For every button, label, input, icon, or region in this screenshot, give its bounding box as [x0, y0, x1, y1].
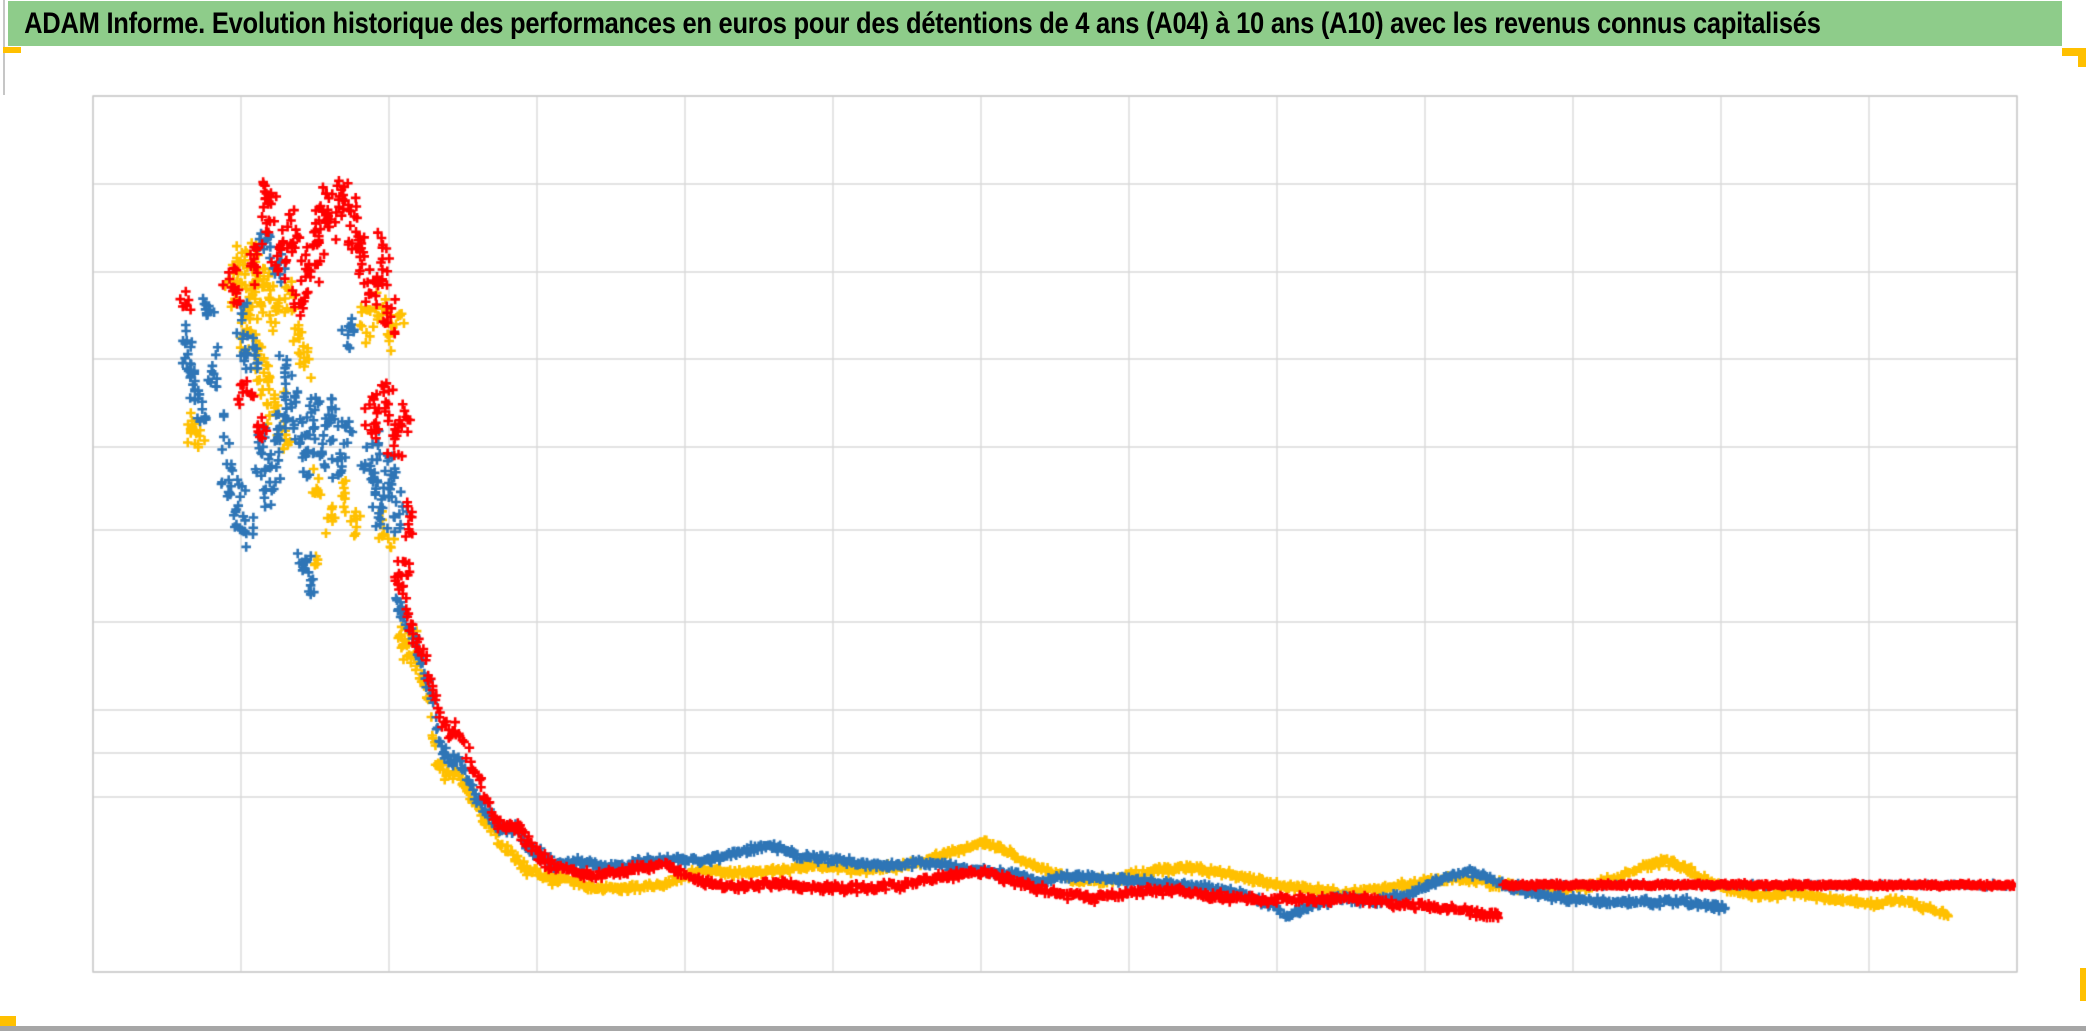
corner-mark-top-right-vertical: [2078, 48, 2086, 67]
corner-mark-bottom-left: [0, 1016, 16, 1027]
corner-mark-top-left: [3, 47, 21, 53]
corner-mark-bottom-right: [2080, 968, 2086, 1001]
bottom-bar: [0, 1026, 2086, 1031]
corner-mark-top-right-horizontal: [2062, 48, 2086, 56]
title-bar: ADAM Informe. Evolution historique des p…: [8, 1, 2062, 46]
page-title: ADAM Informe. Evolution historique des p…: [24, 7, 1821, 40]
